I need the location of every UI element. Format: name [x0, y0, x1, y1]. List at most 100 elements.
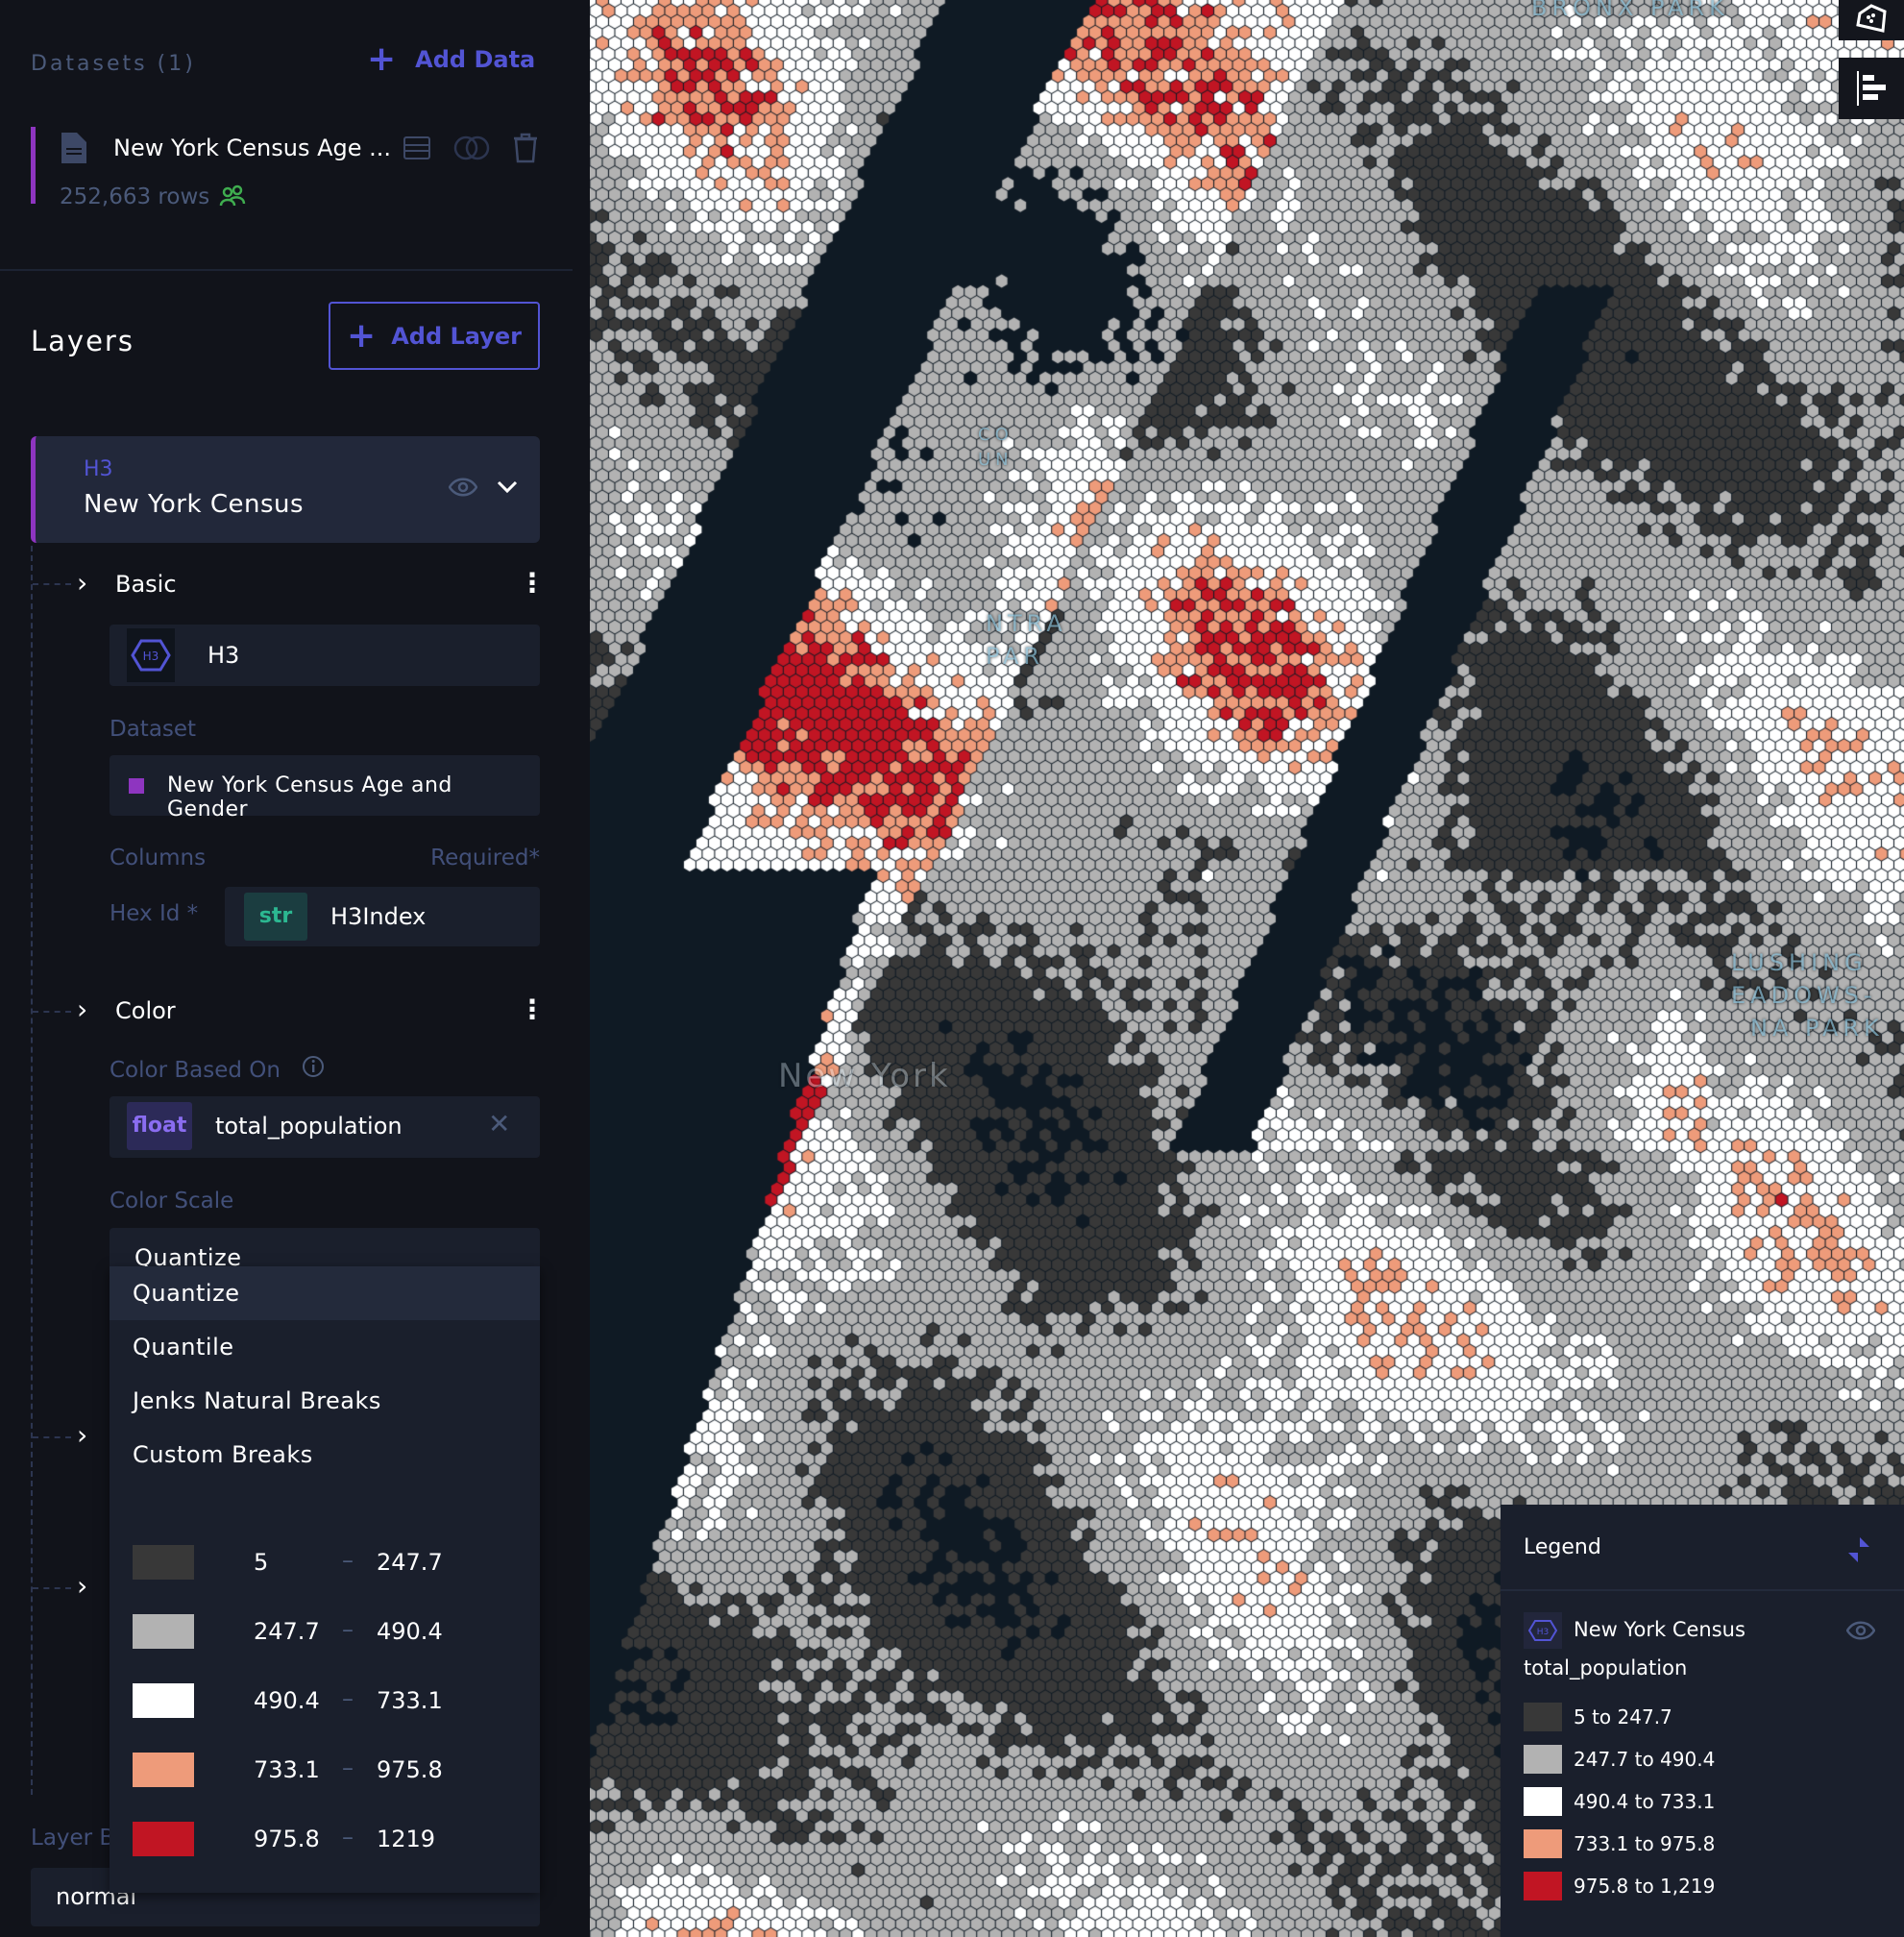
dataset-color-bar [31, 127, 36, 204]
eye-icon[interactable] [1846, 1620, 1875, 1641]
layer-name[interactable]: New York Census [84, 490, 305, 519]
add-data-label: Add Data [415, 46, 536, 73]
layers-header: Layers [31, 325, 134, 357]
map-label-flushing-3: NA PARK [1750, 1015, 1884, 1042]
tree-branch [33, 1587, 71, 1589]
break-from[interactable]: 5 [254, 1549, 269, 1576]
basic-section-label[interactable]: Basic [115, 571, 177, 598]
layer-type-select[interactable]: H3 H3 [110, 625, 540, 686]
break-from[interactable]: 490.4 [254, 1687, 320, 1714]
color-swatch[interactable] [133, 1683, 194, 1718]
legend-item-label: 975.8 to 1,219 [1574, 1875, 1716, 1898]
range-dash: – [342, 1616, 354, 1643]
dataset-rows-count: 252,663 rows [60, 184, 210, 209]
legend-icon [1857, 71, 1886, 106]
color-break-row: 247.7–490.4 [133, 1614, 536, 1649]
h3-icon-text: H3 [1537, 1628, 1550, 1637]
break-from[interactable]: 733.1 [254, 1756, 320, 1783]
break-from[interactable]: 247.7 [254, 1618, 320, 1645]
dataset-color-swatch [129, 778, 144, 794]
divider [0, 269, 573, 271]
draw-polygon-button[interactable] [1839, 0, 1904, 40]
tree-branch [33, 583, 71, 585]
color-break-row: 733.1–975.8 [133, 1753, 536, 1787]
legend-toggle-button[interactable] [1839, 58, 1904, 119]
h3-icon: H3 [1524, 1612, 1562, 1649]
tree-branch [33, 1436, 71, 1438]
color-field-select[interactable]: float total_population ✕ [110, 1096, 540, 1158]
chevron-down-icon[interactable] [497, 480, 518, 494]
scale-option-jenks[interactable]: Jenks Natural Breaks [133, 1387, 381, 1414]
legend-swatch [1524, 1787, 1562, 1816]
add-layer-label: Add Layer [391, 322, 522, 350]
color-break-row: 975.8–1219 [133, 1822, 536, 1856]
map-label-flushing-1: LUSHING [1731, 949, 1867, 976]
legend-item-label: 490.4 to 733.1 [1574, 1790, 1716, 1813]
columns-label: Columns [110, 846, 207, 870]
chevron-right-icon[interactable]: › [77, 1419, 88, 1451]
chevron-right-icon[interactable]: › [77, 567, 88, 599]
datasets-header: Datasets (1) [31, 52, 196, 76]
hex-id-label: Hex Id * [110, 901, 199, 926]
layer-card[interactable]: H3 New York Census [31, 436, 540, 543]
legend-item-label: 5 to 247.7 [1574, 1705, 1672, 1729]
legend-title: Legend [1524, 1535, 1601, 1559]
dataset-select[interactable]: New York Census Age and Gender [110, 755, 540, 821]
eye-icon[interactable] [449, 477, 477, 498]
break-to[interactable]: 247.7 [377, 1549, 443, 1576]
map-label-new-york: New York [778, 1057, 951, 1095]
more-options-icon[interactable]: ⋮ [519, 567, 546, 599]
color-swatch[interactable] [133, 1822, 194, 1856]
hex-id-select[interactable]: str H3Index [225, 887, 540, 946]
users-icon [219, 184, 246, 207]
dataset-label: Dataset [110, 717, 197, 742]
range-dash: – [342, 1547, 354, 1574]
range-dash: – [342, 1754, 354, 1781]
legend-field-name: total_population [1524, 1656, 1688, 1680]
legend-panel: Legend H3 New York Census total_populati… [1501, 1505, 1904, 1937]
layer-type-value: H3 [207, 642, 240, 669]
color-swatch[interactable] [133, 1753, 194, 1787]
file-icon [61, 133, 86, 163]
trash-icon[interactable] [513, 133, 538, 163]
table-icon[interactable] [403, 136, 430, 159]
break-to[interactable]: 733.1 [377, 1687, 443, 1714]
color-swatch[interactable] [133, 1614, 194, 1649]
color-swatch[interactable] [133, 1545, 194, 1580]
break-to[interactable]: 490.4 [377, 1618, 443, 1645]
color-scale-label: Color Scale [110, 1189, 234, 1214]
type-badge-float: float [127, 1102, 192, 1150]
scale-option-custom-breaks[interactable]: Custom Breaks [133, 1441, 313, 1468]
range-dash: – [342, 1685, 354, 1712]
scale-option-quantize[interactable]: Quantize [110, 1266, 540, 1320]
side-panel: Datasets (1) + Add Data New York Census … [0, 0, 590, 1937]
map-label-flushing-2: EADOWS- [1731, 982, 1877, 1009]
color-field-value: total_population [215, 1113, 403, 1140]
join-icon[interactable] [453, 135, 490, 161]
plus-icon: + [347, 316, 377, 356]
add-layer-button[interactable]: + Add Layer [329, 302, 540, 370]
scale-option-quantile[interactable]: Quantile [133, 1334, 234, 1361]
color-scale-dropdown: Quantize Quantile Jenks Natural Breaks C… [110, 1266, 540, 1893]
chevron-right-icon[interactable]: › [77, 993, 88, 1025]
hex-id-value: H3Index [330, 903, 427, 930]
legend-swatch [1524, 1703, 1562, 1731]
map-canvas[interactable]: BRONX PARK CO UN NTRA PAR LUSHING EADOWS… [590, 0, 1904, 1937]
break-to[interactable]: 975.8 [377, 1756, 443, 1783]
dataset-name[interactable]: New York Census Age ... [113, 135, 392, 161]
tree-branch [33, 1011, 71, 1013]
info-icon[interactable] [302, 1055, 325, 1078]
chevron-right-icon[interactable]: › [77, 1570, 88, 1602]
more-options-icon[interactable]: ⋮ [519, 993, 546, 1025]
break-from[interactable]: 975.8 [254, 1826, 320, 1852]
color-break-row: 490.4–733.1 [133, 1683, 536, 1718]
collapse-icon[interactable] [1846, 1537, 1871, 1562]
color-section-label[interactable]: Color [115, 997, 176, 1024]
required-label: Required* [430, 846, 540, 870]
break-to[interactable]: 1219 [377, 1826, 436, 1852]
add-data-button[interactable]: + Add Data [367, 42, 536, 77]
legend-item-label: 733.1 to 975.8 [1574, 1832, 1716, 1855]
legend-divider [1501, 1589, 1904, 1591]
dataset-value: New York Census Age and Gender [167, 773, 452, 821]
clear-icon[interactable]: ✕ [488, 1108, 511, 1140]
